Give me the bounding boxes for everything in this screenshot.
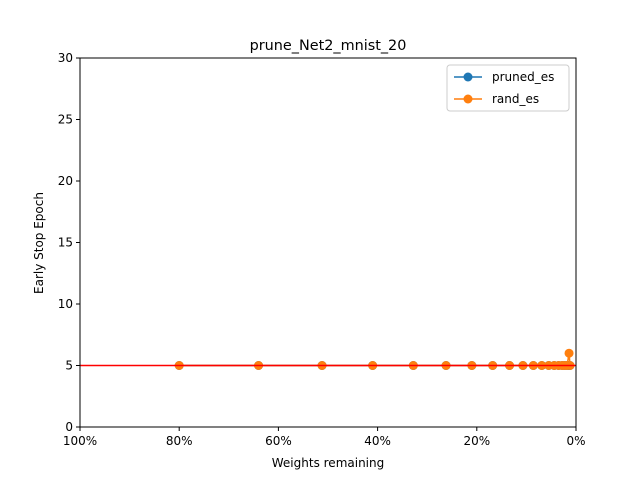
x-tick-label: 40% [364,434,391,448]
x-tick-label: 20% [463,434,490,448]
x-tick-label: 80% [166,434,193,448]
y-tick-label: 15 [58,236,73,250]
x-tick-label: 0% [566,434,585,448]
y-tick-label: 20 [58,174,73,188]
legend-label: rand_es [492,92,539,106]
plot-area [80,58,576,427]
legend-label: pruned_es [492,70,554,84]
y-tick-label: 25 [58,113,73,127]
legend-entry-pruned_es: pruned_es [454,70,554,84]
x-axis-ticks: 100% 80% 60% 40% 20% 0% [63,427,586,448]
y-axis-label: Early Stop Epoch [32,192,46,294]
x-axis-label: Weights remaining [272,456,384,470]
x-tick-label: 100% [63,434,97,448]
chart-title: prune_Net2_mnist_20 [250,38,407,54]
legend-marker [463,94,473,104]
x-tick-label: 60% [265,434,292,448]
y-tick-label: 5 [65,359,73,373]
y-tick-label: 10 [58,297,73,311]
legend-entry-rand_es: rand_es [454,92,539,106]
data-point-rand_es [564,348,574,358]
legend: pruned_es rand_es [446,64,570,112]
y-tick-label: 30 [58,51,73,65]
plot-frame [79,57,577,428]
legend-marker [463,72,473,82]
y-tick-label: 0 [65,420,73,434]
y-axis-ticks: 0 5 10 15 20 25 30 [58,51,80,434]
